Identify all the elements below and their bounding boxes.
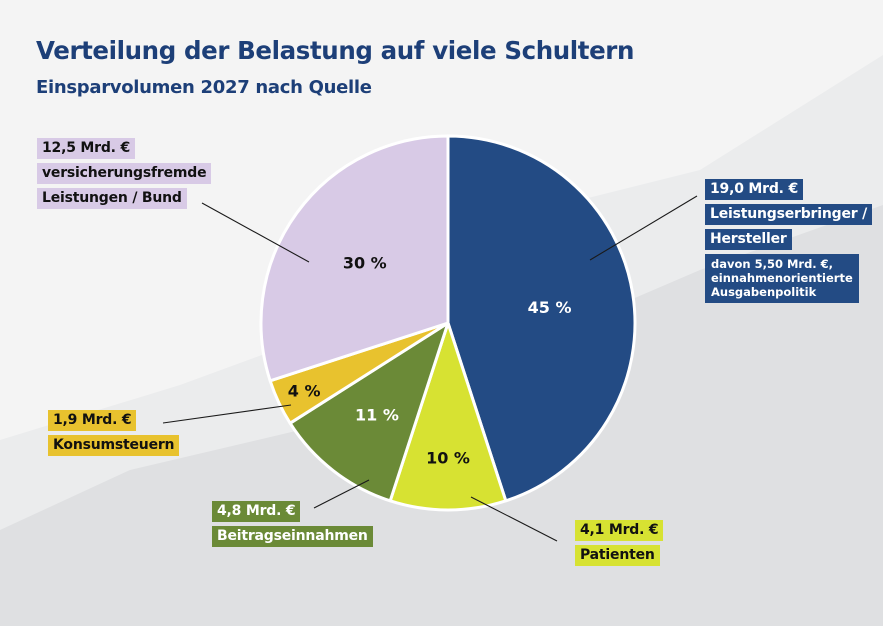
label-versicherungsfremde-leistungen: 12,5 Mrd. € versicherungsfremde Leistung… — [37, 138, 212, 213]
chart-title: Verteilung der Belastung auf viele Schul… — [36, 36, 635, 65]
pie-slice-versicherungsfremde-leistungen — [259, 134, 450, 383]
note-line: Ausgabenpolitik — [711, 285, 817, 299]
leader-line-konsumsteuern — [162, 404, 292, 424]
note-line: davon 5,50 Mrd. €, — [711, 257, 834, 271]
amount-tag: 4,8 Mrd. € — [212, 501, 301, 522]
leader-line-leistungserbringer — [589, 195, 698, 261]
label-leistungserbringer: 19,0 Mrd. € Leistungserbringer / Herstel… — [705, 179, 873, 303]
leader-line-versicherungsfremde-leistungen — [201, 202, 310, 263]
category-tag: Konsumsteuern — [48, 435, 180, 456]
category-tag: Patienten — [575, 545, 660, 566]
label-konsumsteuern: 1,9 Mrd. € Konsumsteuern — [48, 410, 180, 460]
amount-tag: 12,5 Mrd. € — [37, 138, 136, 159]
category-tag: Beitragseinnahmen — [212, 526, 373, 547]
category-tag: Leistungen / Bund — [37, 188, 187, 209]
percent-label-konsumsteuern: 4 % — [288, 382, 321, 401]
note-tag: davon 5,50 Mrd. €, einnahmenorientierte … — [705, 254, 859, 303]
chart-subtitle: Einsparvolumen 2027 nach Quelle — [36, 77, 372, 98]
label-patienten: 4,1 Mrd. € Patienten — [575, 520, 664, 570]
leader-line-beitragseinnahmen — [313, 479, 370, 509]
note-line: einnahmenorientierte — [711, 271, 853, 285]
percent-label-patienten: 10 % — [426, 449, 470, 468]
pie-slice-leistungserbringer — [446, 134, 637, 503]
percent-label-versicherungsfremde-leistungen: 30 % — [343, 254, 387, 273]
category-tag: Hersteller — [705, 229, 792, 250]
percent-label-beitragseinnahmen: 11 % — [355, 406, 399, 425]
pie-slice-patienten — [388, 321, 508, 512]
category-tag: versicherungsfremde — [37, 163, 212, 184]
amount-tag: 19,0 Mrd. € — [705, 179, 804, 200]
percent-label-leistungserbringer: 45 % — [528, 298, 572, 317]
amount-tag: 4,1 Mrd. € — [575, 520, 664, 541]
leader-line-patienten — [470, 496, 558, 542]
label-beitragseinnahmen: 4,8 Mrd. € Beitragseinnahmen — [212, 501, 373, 551]
category-tag: Leistungserbringer / — [705, 204, 873, 225]
pie-slice-beitragseinnahmen — [288, 321, 450, 503]
amount-tag: 1,9 Mrd. € — [48, 410, 137, 431]
